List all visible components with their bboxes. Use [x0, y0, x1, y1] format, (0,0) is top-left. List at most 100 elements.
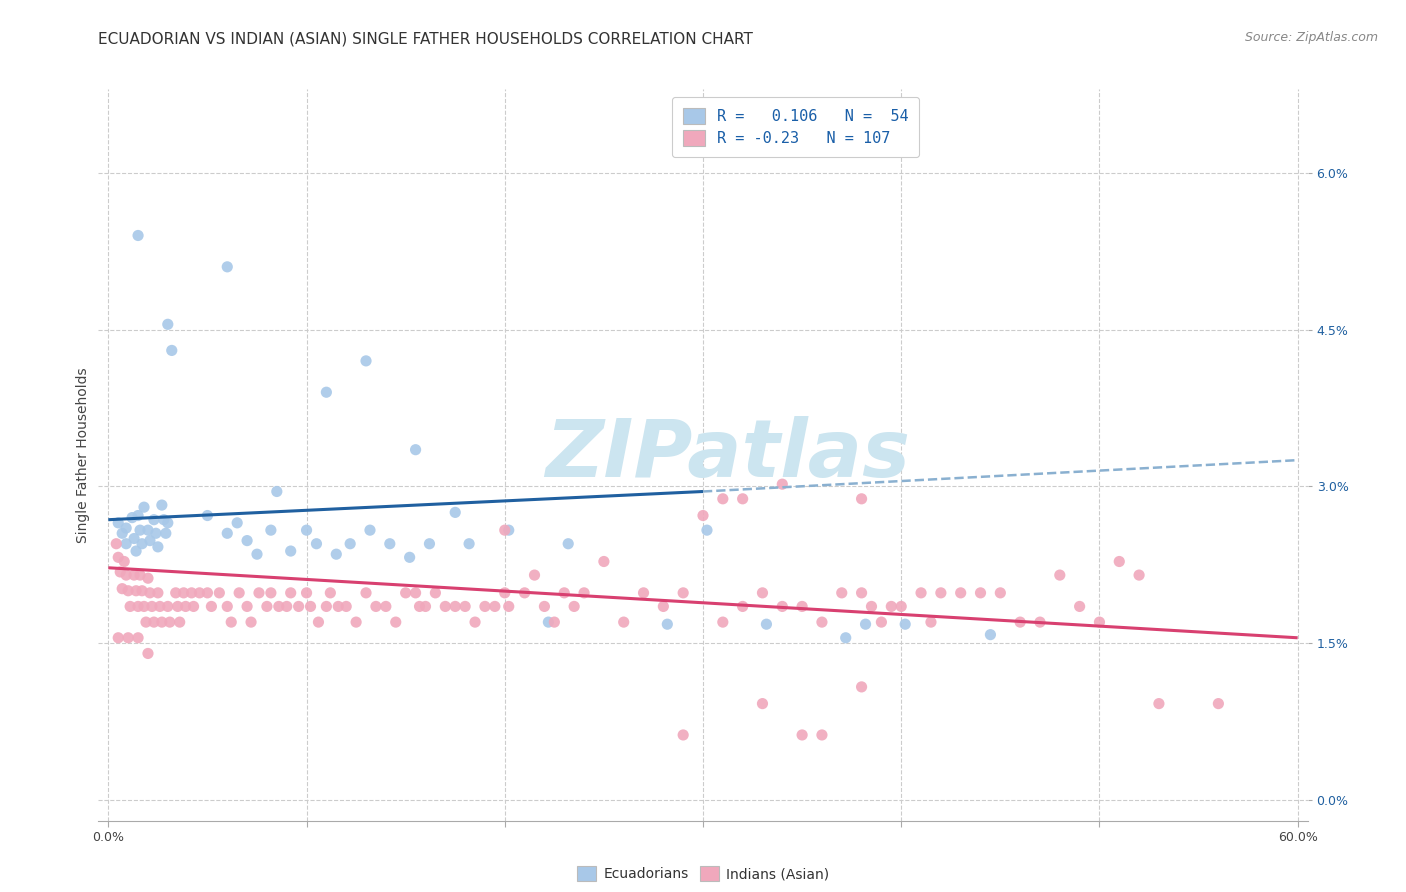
Point [319, 586, 342, 600]
Point [315, 385, 337, 400]
Point [537, 615, 560, 629]
Point [136, 523, 159, 537]
Point [484, 599, 506, 614]
Point [811, 728, 834, 742]
Point [557, 537, 579, 551]
Point [120, 599, 142, 614]
Point [1208, 697, 1230, 711]
Point [136, 571, 159, 585]
Point [405, 586, 427, 600]
Point [652, 599, 675, 614]
Point [236, 599, 259, 614]
Point [246, 547, 269, 561]
Point [146, 586, 169, 600]
Point [200, 599, 222, 614]
Point [949, 586, 972, 600]
Point [494, 523, 516, 537]
Point [751, 697, 773, 711]
Point [111, 526, 134, 541]
Point [633, 586, 655, 600]
Point [173, 586, 195, 600]
Point [593, 554, 616, 568]
Point [287, 599, 309, 614]
Point [121, 510, 143, 524]
Point [117, 583, 139, 598]
Point [208, 586, 231, 600]
Point [835, 631, 858, 645]
Point [160, 343, 183, 358]
Point [405, 442, 427, 457]
Text: Source: ZipAtlas.com: Source: ZipAtlas.com [1244, 31, 1378, 45]
Point [880, 599, 903, 614]
Point [142, 615, 165, 629]
Point [696, 523, 718, 537]
Point [165, 586, 187, 600]
Point [870, 615, 893, 629]
Point [280, 544, 302, 558]
Point [408, 599, 430, 614]
Point [890, 599, 912, 614]
Point [169, 615, 191, 629]
Point [672, 728, 695, 742]
Point [474, 599, 496, 614]
Point [150, 615, 173, 629]
Point [692, 508, 714, 523]
Point [299, 599, 322, 614]
Point [127, 508, 149, 523]
Point [1128, 568, 1150, 582]
Point [929, 586, 952, 600]
Point [153, 513, 176, 527]
Point [125, 544, 148, 558]
Point [136, 647, 159, 661]
Point [444, 599, 467, 614]
Point [384, 615, 406, 629]
Point [672, 586, 695, 600]
Point [142, 513, 165, 527]
Point [295, 523, 318, 537]
Point [112, 554, 135, 568]
Point [135, 615, 157, 629]
Point [770, 477, 793, 491]
Point [790, 728, 813, 742]
Point [415, 599, 437, 614]
Point [1010, 615, 1032, 629]
Point [159, 615, 181, 629]
Point [183, 599, 205, 614]
Point [434, 599, 457, 614]
Point [166, 599, 188, 614]
Point [111, 582, 134, 596]
Point [378, 537, 401, 551]
Point [851, 680, 873, 694]
Point [226, 516, 249, 530]
Point [354, 354, 377, 368]
Point [122, 532, 145, 546]
Point [1088, 615, 1111, 629]
Point [513, 586, 536, 600]
Point [339, 537, 361, 551]
Point [811, 615, 834, 629]
Point [851, 586, 873, 600]
Point [217, 260, 239, 274]
Point [711, 615, 734, 629]
Point [115, 568, 138, 582]
Point [325, 547, 347, 561]
Point [851, 491, 873, 506]
Point [305, 537, 328, 551]
Point [910, 586, 932, 600]
Point [280, 586, 302, 600]
Point [295, 586, 318, 600]
Point [131, 537, 153, 551]
Point [107, 631, 129, 645]
Point [523, 568, 546, 582]
Point [156, 318, 179, 332]
Point [129, 523, 152, 537]
Point [122, 568, 145, 582]
Point [979, 627, 1001, 641]
Point [454, 599, 477, 614]
Point [328, 599, 350, 614]
Point [132, 500, 155, 515]
Point [498, 599, 520, 614]
Point [425, 586, 447, 600]
Point [498, 523, 520, 537]
Y-axis label: Single Father Households: Single Father Households [76, 368, 90, 542]
